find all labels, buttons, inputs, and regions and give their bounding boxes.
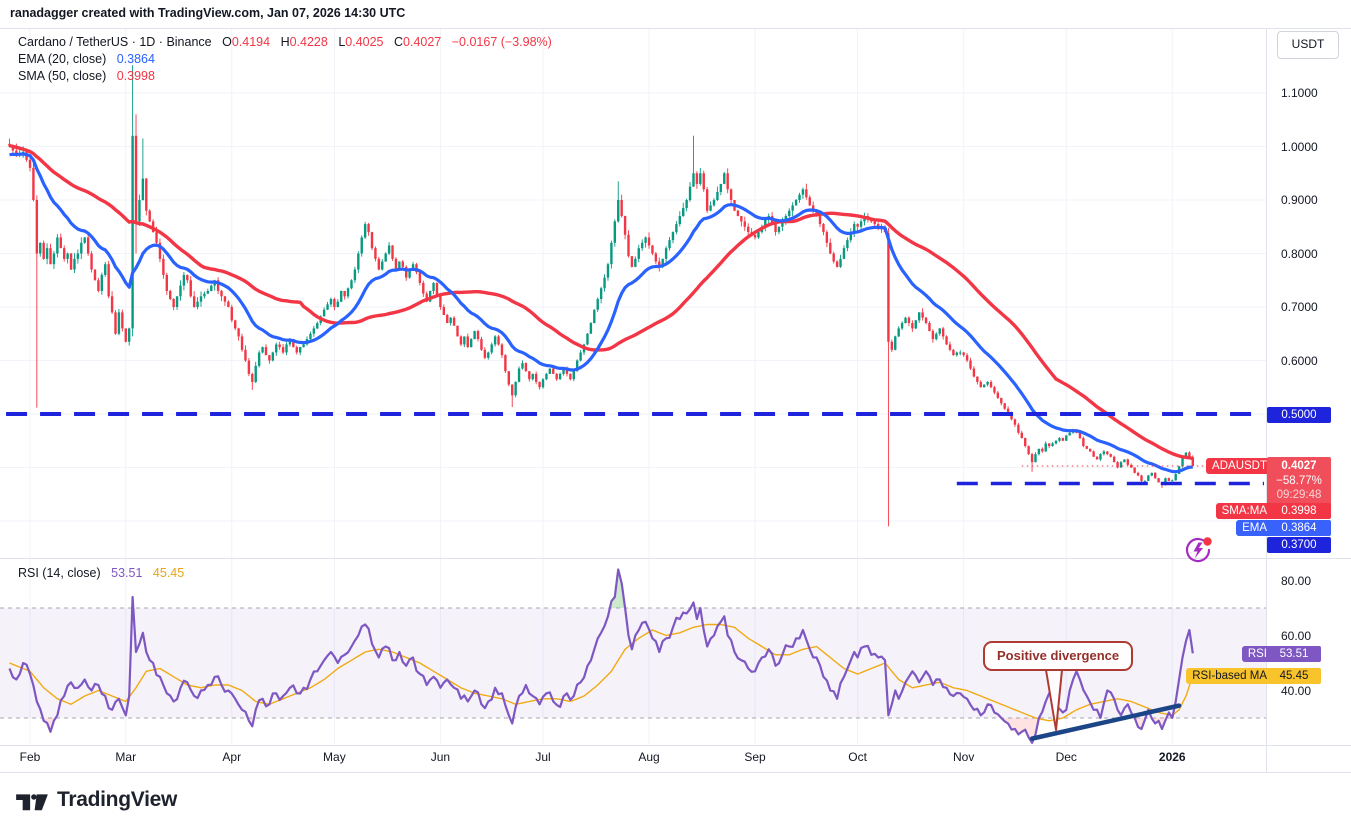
sma-legend[interactable]: SMA (50, close) 0.3998: [18, 69, 155, 83]
level-badge-0-3700: 0.3700: [1267, 537, 1331, 553]
sma-axis-label: SMA:MA: [1215, 503, 1273, 519]
ema-legend-label[interactable]: EMA (20, close): [18, 52, 107, 66]
rsi-axis-value: 53.51: [1267, 646, 1321, 662]
month-label[interactable]: Nov: [952, 750, 975, 764]
ohlc-low-label: L: [338, 35, 346, 49]
month-label[interactable]: 2026: [1158, 750, 1186, 764]
sma-legend-value: 0.3998: [116, 69, 155, 83]
rsi-ma-axis-label: RSI-based MA: [1186, 668, 1273, 684]
divider: [0, 28, 1351, 29]
currency-button[interactable]: USDT: [1277, 31, 1339, 59]
flash-boost-icon[interactable]: [1183, 535, 1213, 565]
rsi-axis-label: RSI: [1241, 646, 1273, 662]
rsi-legend[interactable]: RSI (14, close) 53.51 45.45: [18, 566, 184, 580]
month-label[interactable]: Dec: [1055, 750, 1077, 764]
bar-close-countdown: 09:29:48: [1276, 489, 1322, 501]
ohlc-high-label: H: [280, 35, 290, 49]
symbol-title[interactable]: Cardano / TetherUS · 1D · Binance: [18, 35, 212, 49]
rsi-ma-axis-value: 45.45: [1267, 668, 1321, 684]
last-price-change: −58.77%: [1276, 474, 1322, 487]
ema-legend-value: 0.3864: [116, 52, 155, 66]
ema-axis-label: EMA: [1236, 520, 1273, 536]
ema-axis-value: 0.3864: [1267, 520, 1331, 536]
time-axis-divider: [0, 745, 1351, 746]
price-tick-label: 0.6000: [1281, 353, 1318, 368]
ema-legend[interactable]: EMA (20, close) 0.3864: [18, 52, 155, 66]
price-axis-divider: [1266, 28, 1267, 772]
rsi-legend-value: 53.51: [111, 566, 143, 580]
month-label[interactable]: Mar: [115, 750, 137, 764]
rsi-tick-label: 80.00: [1281, 573, 1312, 588]
last-price-block: 0.4027 −58.77% 09:29:48: [1267, 457, 1331, 505]
ohlc-close-value: 0.4027: [403, 35, 442, 49]
price-tick-label: 0.8000: [1281, 246, 1318, 261]
divider: [0, 772, 1351, 773]
ohlc-open-label: O: [222, 35, 232, 49]
price-tick-label: 0.7000: [1281, 300, 1318, 314]
last-price-value: 0.4027: [1281, 460, 1317, 472]
last-symbol-badge: ADAUSDT: [1206, 458, 1273, 474]
month-label[interactable]: Oct: [848, 750, 867, 764]
sma-legend-label[interactable]: SMA (50, close): [18, 69, 107, 83]
month-label[interactable]: May: [323, 750, 346, 764]
month-label[interactable]: Jul: [535, 750, 551, 764]
level-badge-0-5000: 0.5000: [1267, 407, 1331, 423]
pane-divider[interactable]: [0, 558, 1351, 559]
ohlc-high-value: 0.4228: [289, 35, 328, 49]
ohlc-close-label: C: [393, 35, 404, 49]
rsi-tick-label: 40.00: [1281, 683, 1312, 698]
sma-axis-value: 0.3998: [1267, 503, 1331, 519]
rsi-tick-label: 60.00: [1281, 628, 1312, 643]
month-label[interactable]: Sep: [744, 750, 766, 764]
tradingview-logo[interactable]: TradingView: [14, 786, 177, 814]
month-label[interactable]: Aug: [638, 750, 660, 764]
attribution-text: ranadagger created with TradingView.com,…: [10, 6, 406, 20]
price-tick-label: 1.0000: [1281, 139, 1318, 154]
ohlc-open-value: 0.4194: [231, 35, 271, 49]
month-label[interactable]: Apr: [222, 750, 242, 764]
rsi-legend-label[interactable]: RSI (14, close): [18, 566, 101, 580]
ohlc-low-value: 0.4025: [345, 35, 384, 49]
rsi-ma-legend-value: 45.45: [152, 566, 185, 580]
month-label[interactable]: Jun: [430, 750, 451, 764]
positive-divergence-callout[interactable]: Positive divergence: [983, 641, 1134, 671]
price-tick-label: 0.9000: [1281, 193, 1318, 207]
tradingview-logo-text: TradingView: [57, 788, 178, 811]
price-tick-label: 1.1000: [1281, 86, 1318, 100]
ohlc-change: −0.0167 (−3.98%): [451, 35, 552, 49]
symbol-legend[interactable]: Cardano / TetherUS · 1D · Binance O0.419…: [18, 35, 552, 49]
tradingview-logo-icon: [16, 794, 48, 811]
month-label[interactable]: Feb: [19, 750, 41, 764]
